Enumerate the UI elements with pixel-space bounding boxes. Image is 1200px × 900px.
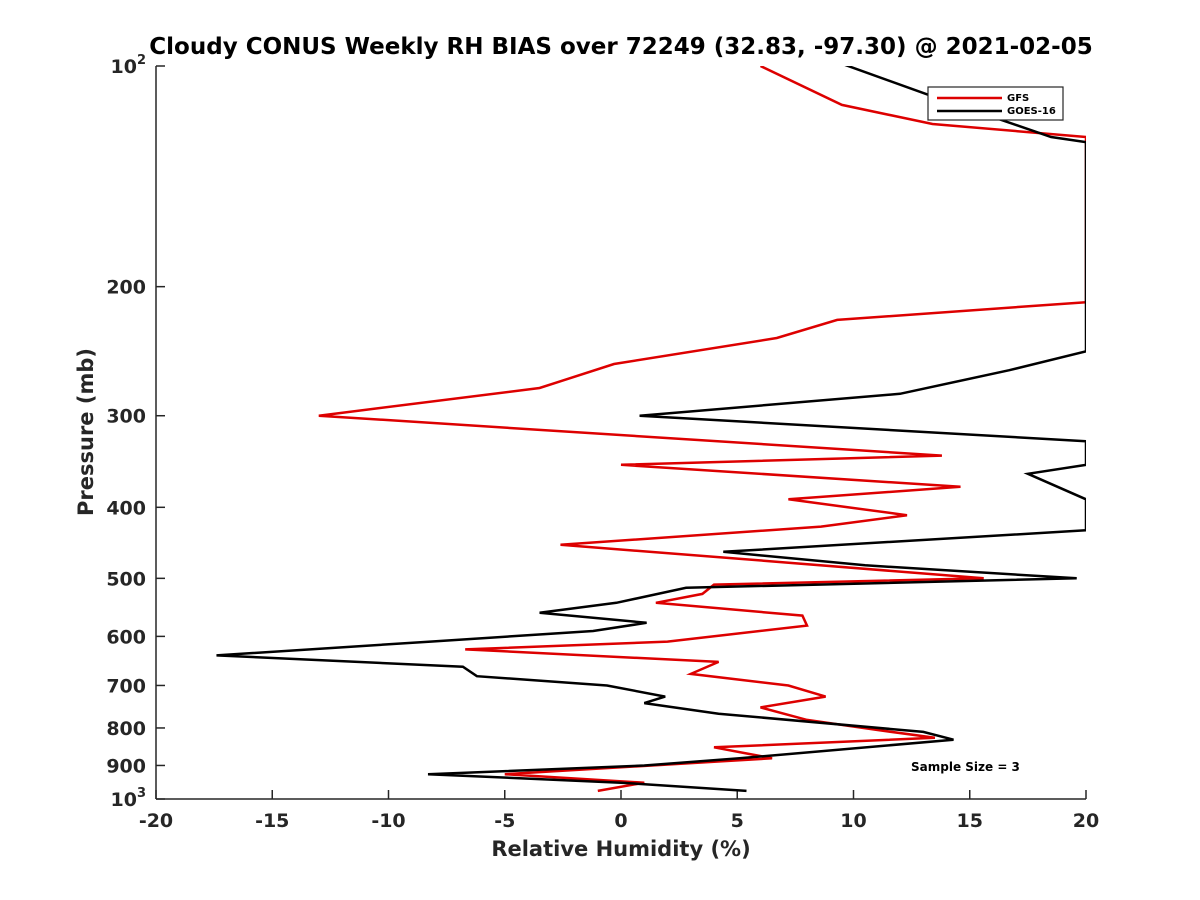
series-layer xyxy=(216,66,1086,793)
y-tick-label: 500 xyxy=(106,568,146,590)
y-axis-label: Pressure (mb) xyxy=(74,348,98,516)
x-axis-label: Relative Humidity (%) xyxy=(491,837,750,861)
y-tick-label: 103 xyxy=(111,786,147,811)
x-tick-label: 15 xyxy=(957,810,983,832)
legend-label-gfs: GFS xyxy=(1007,93,1029,104)
x-tick-label: -15 xyxy=(255,810,289,832)
chart-title: Cloudy CONUS Weekly RH BIAS over 72249 (… xyxy=(149,34,1092,60)
y-tick-label: 900 xyxy=(106,755,146,777)
x-tick-label: -5 xyxy=(494,810,515,832)
x-tick-label: 0 xyxy=(614,810,627,832)
legend-box xyxy=(927,86,1064,121)
series-line-gfs xyxy=(318,66,1086,793)
y-tick-label: 800 xyxy=(106,718,146,740)
x-tick-label: -10 xyxy=(371,810,405,832)
series-line-goes-16 xyxy=(216,66,1086,793)
x-tick-label: 10 xyxy=(840,810,866,832)
x-tick-label: -20 xyxy=(139,810,173,832)
x-tick-label: 20 xyxy=(1073,810,1099,832)
y-ticks: 102 200 300 400 500 600 700 800 900 103 xyxy=(106,53,165,811)
legend: GFS GOES-16 xyxy=(927,86,1064,121)
y-tick-label: 300 xyxy=(106,406,146,428)
y-tick-label: 600 xyxy=(106,626,146,648)
sample-size-annotation: Sample Size = 3 xyxy=(911,760,1020,774)
x-tick-label: 5 xyxy=(731,810,744,832)
y-tick-label: 700 xyxy=(106,675,146,697)
x-ticks: -20 -15 -10 -5 0 5 10 15 20 xyxy=(139,790,1099,832)
y-tick-label: 102 xyxy=(111,53,147,78)
y-tick-label: 200 xyxy=(106,277,146,299)
legend-label-goes16: GOES-16 xyxy=(1007,106,1056,117)
y-tick-label: 400 xyxy=(106,497,146,519)
